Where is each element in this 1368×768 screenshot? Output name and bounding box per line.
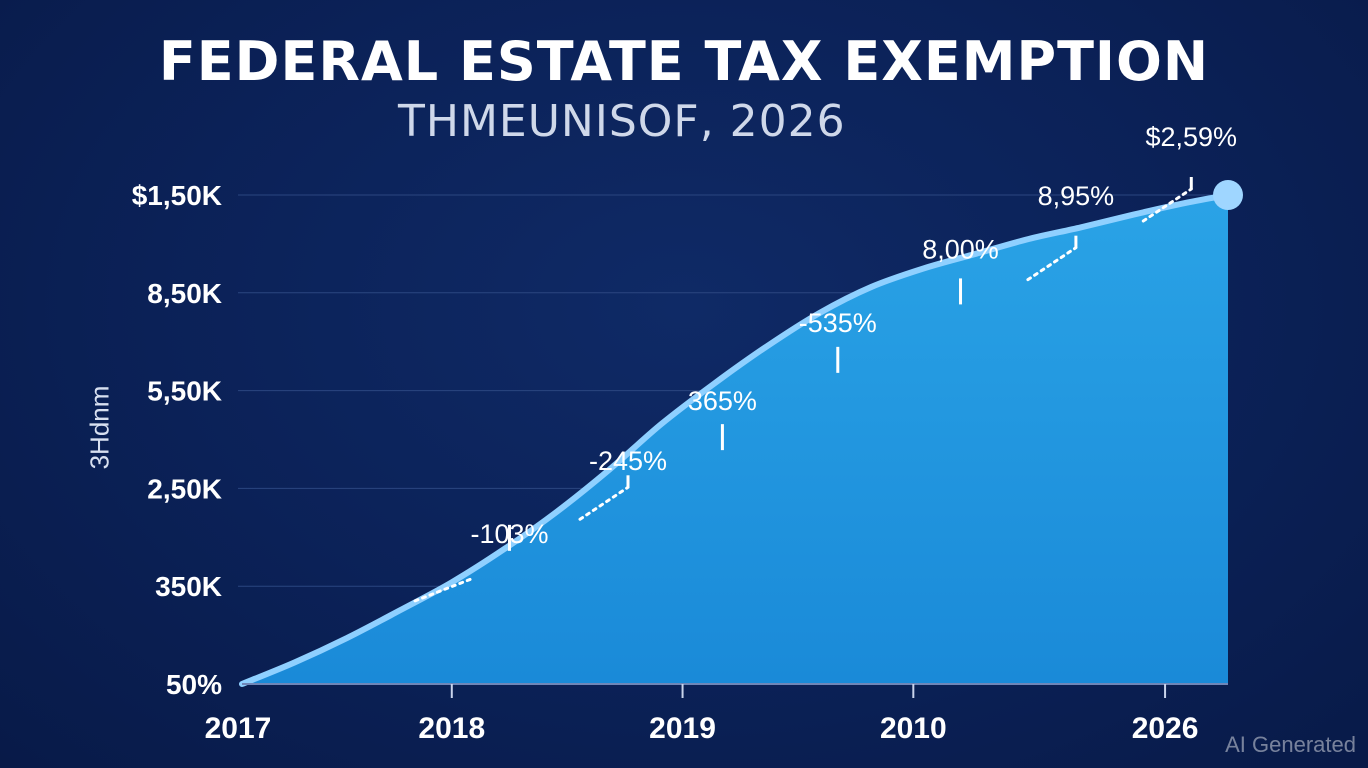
data-label: 365% — [688, 386, 757, 416]
data-label: -103% — [470, 519, 548, 549]
label-connector — [413, 576, 475, 603]
end-point-marker — [1213, 180, 1243, 210]
x-tick-label: 2017 — [205, 712, 272, 745]
data-label: -535% — [799, 308, 877, 338]
y-tick-label: $1,50K — [132, 180, 222, 211]
y-tick-label: 5,50K — [147, 376, 222, 407]
label-connector — [578, 485, 630, 521]
x-tick-label: 2019 — [649, 712, 716, 745]
label-connector — [1141, 187, 1193, 223]
data-label: 8,95% — [1038, 181, 1115, 211]
series-line — [239, 192, 1231, 687]
x-tick-label: 2026 — [1132, 712, 1199, 745]
chart-subtitle: THMEUNISOF, 2026 — [398, 96, 846, 147]
y-tick-label: 8,50K — [147, 278, 222, 309]
area-fill — [242, 195, 1228, 684]
y-tick-label: 350K — [155, 571, 222, 602]
x-tick-label: 2018 — [418, 712, 485, 745]
label-connector — [1026, 246, 1078, 282]
data-label: 8,00% — [922, 235, 999, 265]
y-tick-label: 50% — [166, 669, 222, 700]
x-tick-label: 2010 — [880, 712, 947, 745]
y-tick-label: 2,50K — [147, 473, 222, 504]
data-label: -245% — [589, 446, 667, 476]
data-label: $2,59% — [1145, 122, 1237, 152]
chart-title: FEDERAL ESTATE TAX EXEMPTION — [158, 30, 1210, 93]
watermark: AI Generated — [1225, 732, 1356, 757]
